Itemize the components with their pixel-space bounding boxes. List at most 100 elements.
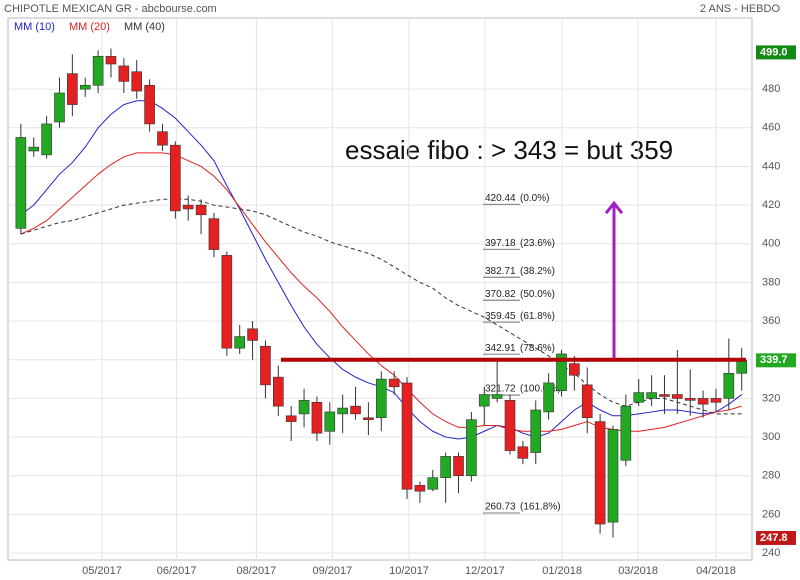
candle-body	[388, 378, 400, 388]
candle-body	[530, 409, 542, 453]
candle-body	[363, 417, 374, 420]
arrow-head	[604, 200, 624, 215]
candle-body	[594, 421, 606, 525]
legend-entry: MM (20)	[69, 21, 110, 33]
x-tick-label: 01/2018	[542, 565, 582, 577]
fib-pct: (161.8%)	[520, 502, 561, 513]
candle-body	[170, 144, 181, 212]
x-tick-label: 04/2018	[696, 565, 736, 577]
candle-body	[504, 400, 516, 451]
price-marker	[756, 353, 796, 368]
candle-body	[131, 71, 143, 92]
y-tick-label: 240	[762, 547, 780, 559]
y-tick-label: 380	[762, 276, 780, 288]
candle-body	[234, 336, 245, 349]
plot-frame	[7, 17, 753, 561]
candle-body	[684, 398, 696, 401]
candle-body	[543, 382, 554, 413]
fib-value: 321.72	[485, 384, 516, 395]
candle-body	[607, 429, 619, 523]
candle-body	[273, 376, 284, 407]
candle-body	[67, 73, 78, 105]
candle-body	[337, 407, 348, 415]
price-marker	[756, 45, 796, 60]
candle-body	[28, 146, 40, 152]
candle-body	[285, 415, 297, 422]
candle-body	[144, 84, 155, 125]
candle-body	[620, 405, 632, 461]
candle-body	[350, 405, 361, 415]
x-tick-label: 06/2017	[157, 565, 197, 577]
candle-body	[659, 394, 670, 397]
candle-body	[581, 384, 593, 419]
x-tick-label: 10/2017	[389, 565, 429, 577]
chart-subtitle: 2 ANS - HEBDO	[700, 3, 781, 15]
candle-body	[453, 456, 464, 477]
candle-body	[247, 328, 258, 341]
x-tick-label: 08/2017	[237, 565, 277, 577]
price-marker-label: 247.8	[760, 532, 788, 544]
fib-pct: (100.0%)	[520, 384, 561, 395]
fib-value: 260.73	[485, 502, 516, 513]
fib-value: 370.82	[485, 289, 516, 300]
y-tick-label: 300	[762, 431, 780, 443]
candle-body	[260, 345, 271, 386]
price-marker-label: 339.7	[760, 354, 788, 366]
fib-value: 420.44	[485, 193, 516, 204]
y-tick-label: 440	[762, 160, 780, 172]
candle-body	[92, 55, 104, 86]
candle-body	[646, 392, 657, 399]
fib-pct: (50.0%)	[520, 289, 555, 300]
x-tick-label: 12/2017	[465, 565, 505, 577]
candle-body	[401, 382, 413, 490]
candle-body	[736, 360, 748, 374]
candle-body	[221, 255, 233, 349]
candle-body	[556, 353, 567, 391]
fib-value: 342.91	[485, 343, 516, 354]
candle-body	[491, 394, 503, 399]
y-tick-label: 420	[762, 199, 780, 211]
candle-body	[79, 84, 91, 90]
candle-body	[672, 394, 683, 399]
fib-value: 359.45	[485, 311, 516, 322]
candle-body	[105, 55, 117, 65]
candle-body	[440, 456, 451, 478]
fib-pct: (61.8%)	[520, 311, 555, 322]
chart-title: CHIPOTLE MEXICAN GR - abcbourse.com	[4, 3, 217, 15]
y-tick-label: 460	[762, 122, 780, 134]
candle-body	[182, 204, 194, 210]
fib-value: 397.18	[485, 238, 516, 249]
fib-pct: (78.6%)	[520, 343, 555, 354]
legend-entry: MM (40)	[124, 21, 165, 33]
y-tick-label: 280	[762, 470, 780, 482]
price-marker-label: 499.0	[760, 46, 788, 58]
x-tick-label: 03/2018	[618, 565, 658, 577]
fib-pct: (23.6%)	[520, 238, 555, 249]
y-tick-label: 320	[762, 392, 780, 404]
candle-body	[466, 419, 477, 477]
candle-body	[157, 131, 168, 146]
x-tick-label: 09/2017	[312, 565, 352, 577]
candle-body	[710, 398, 722, 403]
candle-body	[311, 401, 323, 434]
candle-body	[324, 411, 336, 432]
candle-body	[414, 485, 426, 492]
candle-body	[478, 394, 490, 407]
y-tick-label: 480	[762, 83, 780, 95]
candle-body	[697, 398, 709, 405]
price-marker	[756, 530, 796, 545]
y-tick-label: 400	[762, 238, 780, 250]
candle-body	[517, 446, 529, 459]
candle-body	[633, 392, 645, 403]
candle-body	[208, 218, 220, 250]
y-tick-label: 260	[762, 508, 780, 520]
fib-value: 382.71	[485, 266, 516, 277]
candle-body	[723, 372, 735, 399]
fib-pct: (38.2%)	[520, 266, 555, 277]
candle-body	[41, 123, 52, 156]
x-tick-label: 05/2017	[82, 565, 122, 577]
candle-body	[375, 378, 387, 419]
candle-body	[15, 137, 27, 229]
